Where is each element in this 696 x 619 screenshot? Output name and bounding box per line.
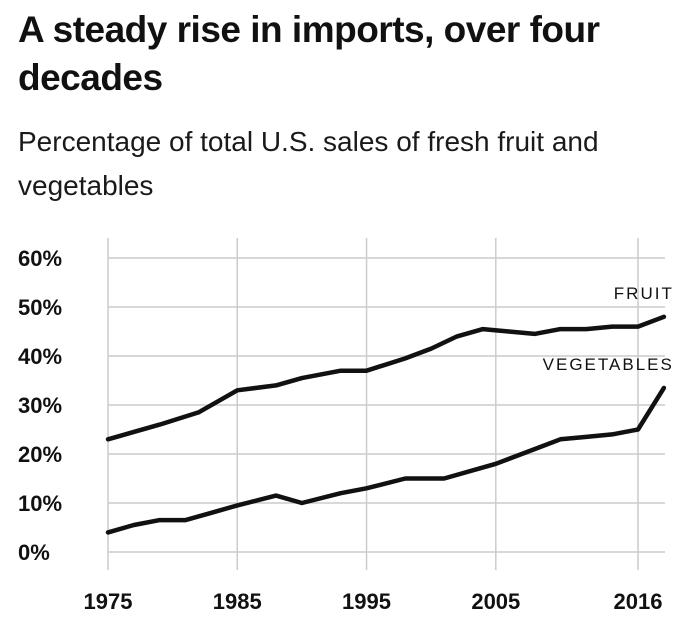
series-label-fruit: FRUIT [614,284,674,303]
series-label-vegetables: VEGETABLES [543,355,674,374]
x-tick-label: 1995 [342,589,391,614]
y-tick-label: 40% [18,344,62,369]
y-tick-label: 10% [18,491,62,516]
y-tick-label: 20% [18,442,62,467]
series-line-vegetables [105,385,667,535]
x-tick-label: 2005 [471,589,520,614]
y-tick-label: 50% [18,295,62,320]
y-tick-label: 30% [18,393,62,418]
y-tick-label: 60% [18,246,62,271]
chart-title: A steady rise in imports, over four deca… [18,9,600,98]
chart-subtitle: Percentage of total U.S. sales of fresh … [18,126,599,201]
x-tick-label: 2016 [614,589,663,614]
series-line-fruit [105,314,667,442]
y-tick-label: 0% [18,540,50,565]
x-tick-label: 1975 [84,589,133,614]
x-tick-label: 1985 [213,589,262,614]
